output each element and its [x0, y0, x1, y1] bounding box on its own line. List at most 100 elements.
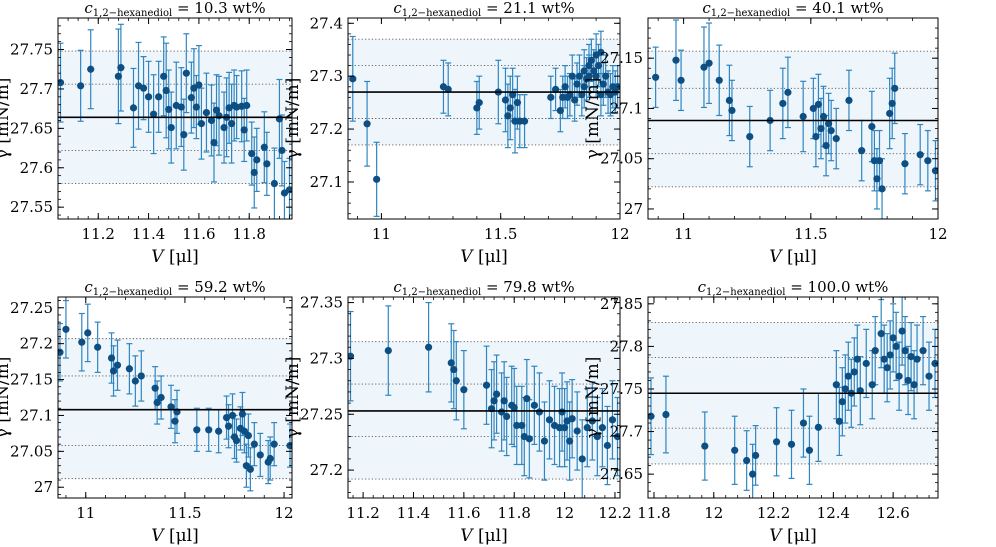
data-point — [868, 381, 876, 389]
data-point — [444, 85, 452, 94]
data-point — [895, 372, 903, 380]
data-point — [525, 435, 533, 443]
y-tick-label: 27.65 — [600, 465, 643, 483]
y-tick-label: 27.1 — [310, 173, 343, 191]
data-point — [862, 359, 870, 368]
data-point — [117, 64, 125, 72]
data-point — [195, 81, 203, 89]
data-point — [253, 156, 261, 164]
data-point — [573, 80, 581, 88]
x-tick-label: 12.6 — [876, 504, 909, 522]
chart-panel-3: 11 11.5 12 27 27.05 27.1 27.15 c1,2−hexanediol … — [583, 0, 948, 267]
data-point — [568, 415, 576, 423]
x-tick-label: 11.2 — [346, 504, 379, 522]
data-point — [244, 431, 252, 440]
y-axis-label: γ [mN/m] — [283, 357, 303, 439]
data-point — [78, 338, 86, 346]
y-axis-label: γ [mN/m] — [283, 78, 303, 160]
plot-area — [648, 19, 938, 219]
data-point — [832, 135, 840, 143]
data-point — [153, 398, 161, 407]
data-point — [578, 91, 586, 99]
data-point — [832, 381, 840, 389]
chart-panel-1: 11.2 11.4 11.6 11.8 27.55 27.6 27.65 27.7 27.75 c… — [0, 0, 293, 267]
data-point — [931, 359, 938, 368]
y-tick-label: 27.7 — [20, 80, 53, 98]
data-point — [749, 470, 757, 478]
data-point — [171, 417, 179, 425]
x-axis-label: V [μl] — [460, 247, 507, 267]
data-point — [916, 151, 924, 159]
y-tick-label: 27.35 — [300, 294, 343, 312]
data-point — [787, 440, 796, 448]
data-point — [868, 122, 876, 131]
data-point — [593, 432, 601, 441]
y-tick-label: 27.15 — [600, 49, 643, 67]
data-point — [238, 410, 247, 418]
data-point — [603, 441, 612, 450]
data-point — [838, 398, 846, 406]
data-point — [825, 119, 833, 128]
y-tick-label: 27.1 — [610, 99, 643, 117]
data-point — [205, 426, 213, 434]
data-point — [150, 110, 158, 118]
data-point — [256, 451, 264, 459]
data-point — [84, 329, 92, 337]
plot-area — [58, 23, 292, 219]
data-point — [518, 421, 526, 430]
data-point — [858, 147, 866, 155]
data-point — [583, 424, 591, 432]
data-point — [492, 390, 501, 398]
y-tick-label: 27.15 — [10, 371, 53, 389]
data-point — [925, 372, 933, 380]
data-point — [892, 342, 900, 350]
data-point — [139, 84, 148, 92]
data-point — [743, 456, 751, 465]
data-point — [349, 75, 357, 83]
x-tick-label: 11.5 — [794, 225, 827, 243]
data-point — [799, 419, 808, 427]
data-point — [187, 94, 195, 102]
data-point — [131, 377, 139, 385]
data-point — [137, 372, 145, 380]
data-point — [573, 427, 581, 435]
data-point — [447, 359, 455, 367]
data-point — [151, 384, 159, 392]
y-tick-label: 27.05 — [600, 150, 643, 168]
x-tick-label: 12 — [704, 504, 723, 522]
data-point — [913, 355, 921, 363]
y-tick-label: 27.8 — [610, 337, 643, 355]
data-point — [715, 76, 723, 84]
data-point — [898, 327, 906, 335]
data-point — [725, 96, 734, 105]
data-point — [263, 160, 271, 168]
x-tick-label: 12.2 — [757, 504, 790, 522]
x-tick-label: 11 — [674, 225, 693, 243]
data-point — [705, 59, 713, 67]
data-point — [805, 446, 814, 454]
x-tick-label: 11.5 — [168, 504, 201, 522]
data-point — [819, 112, 828, 121]
y-axis-label: γ [mN/m] — [583, 357, 603, 439]
data-point — [210, 138, 218, 147]
y-tick-label: 27.2 — [310, 120, 343, 138]
data-point — [904, 376, 912, 385]
data-point — [870, 157, 879, 165]
data-point — [192, 103, 200, 111]
data-point — [77, 82, 85, 90]
data-point — [266, 454, 274, 463]
data-point — [728, 106, 736, 115]
data-point — [886, 351, 894, 359]
data-point — [490, 397, 498, 405]
data-point — [157, 393, 165, 402]
data-point — [662, 410, 670, 419]
x-axis-label: V [μl] — [151, 247, 198, 267]
x-tick-label: 11.4 — [397, 504, 430, 522]
x-tick-label: 11.6 — [182, 225, 215, 243]
chart-panel-4: 11 11.5 12 27 27.05 27.1 27.15 27.2 27.25 c1,2−he… — [0, 278, 294, 546]
data-point — [888, 99, 896, 108]
data-point — [844, 372, 852, 380]
data-point — [700, 63, 708, 71]
y-tick-label: 27.05 — [10, 442, 53, 460]
x-tick-label: 12 — [610, 225, 629, 243]
